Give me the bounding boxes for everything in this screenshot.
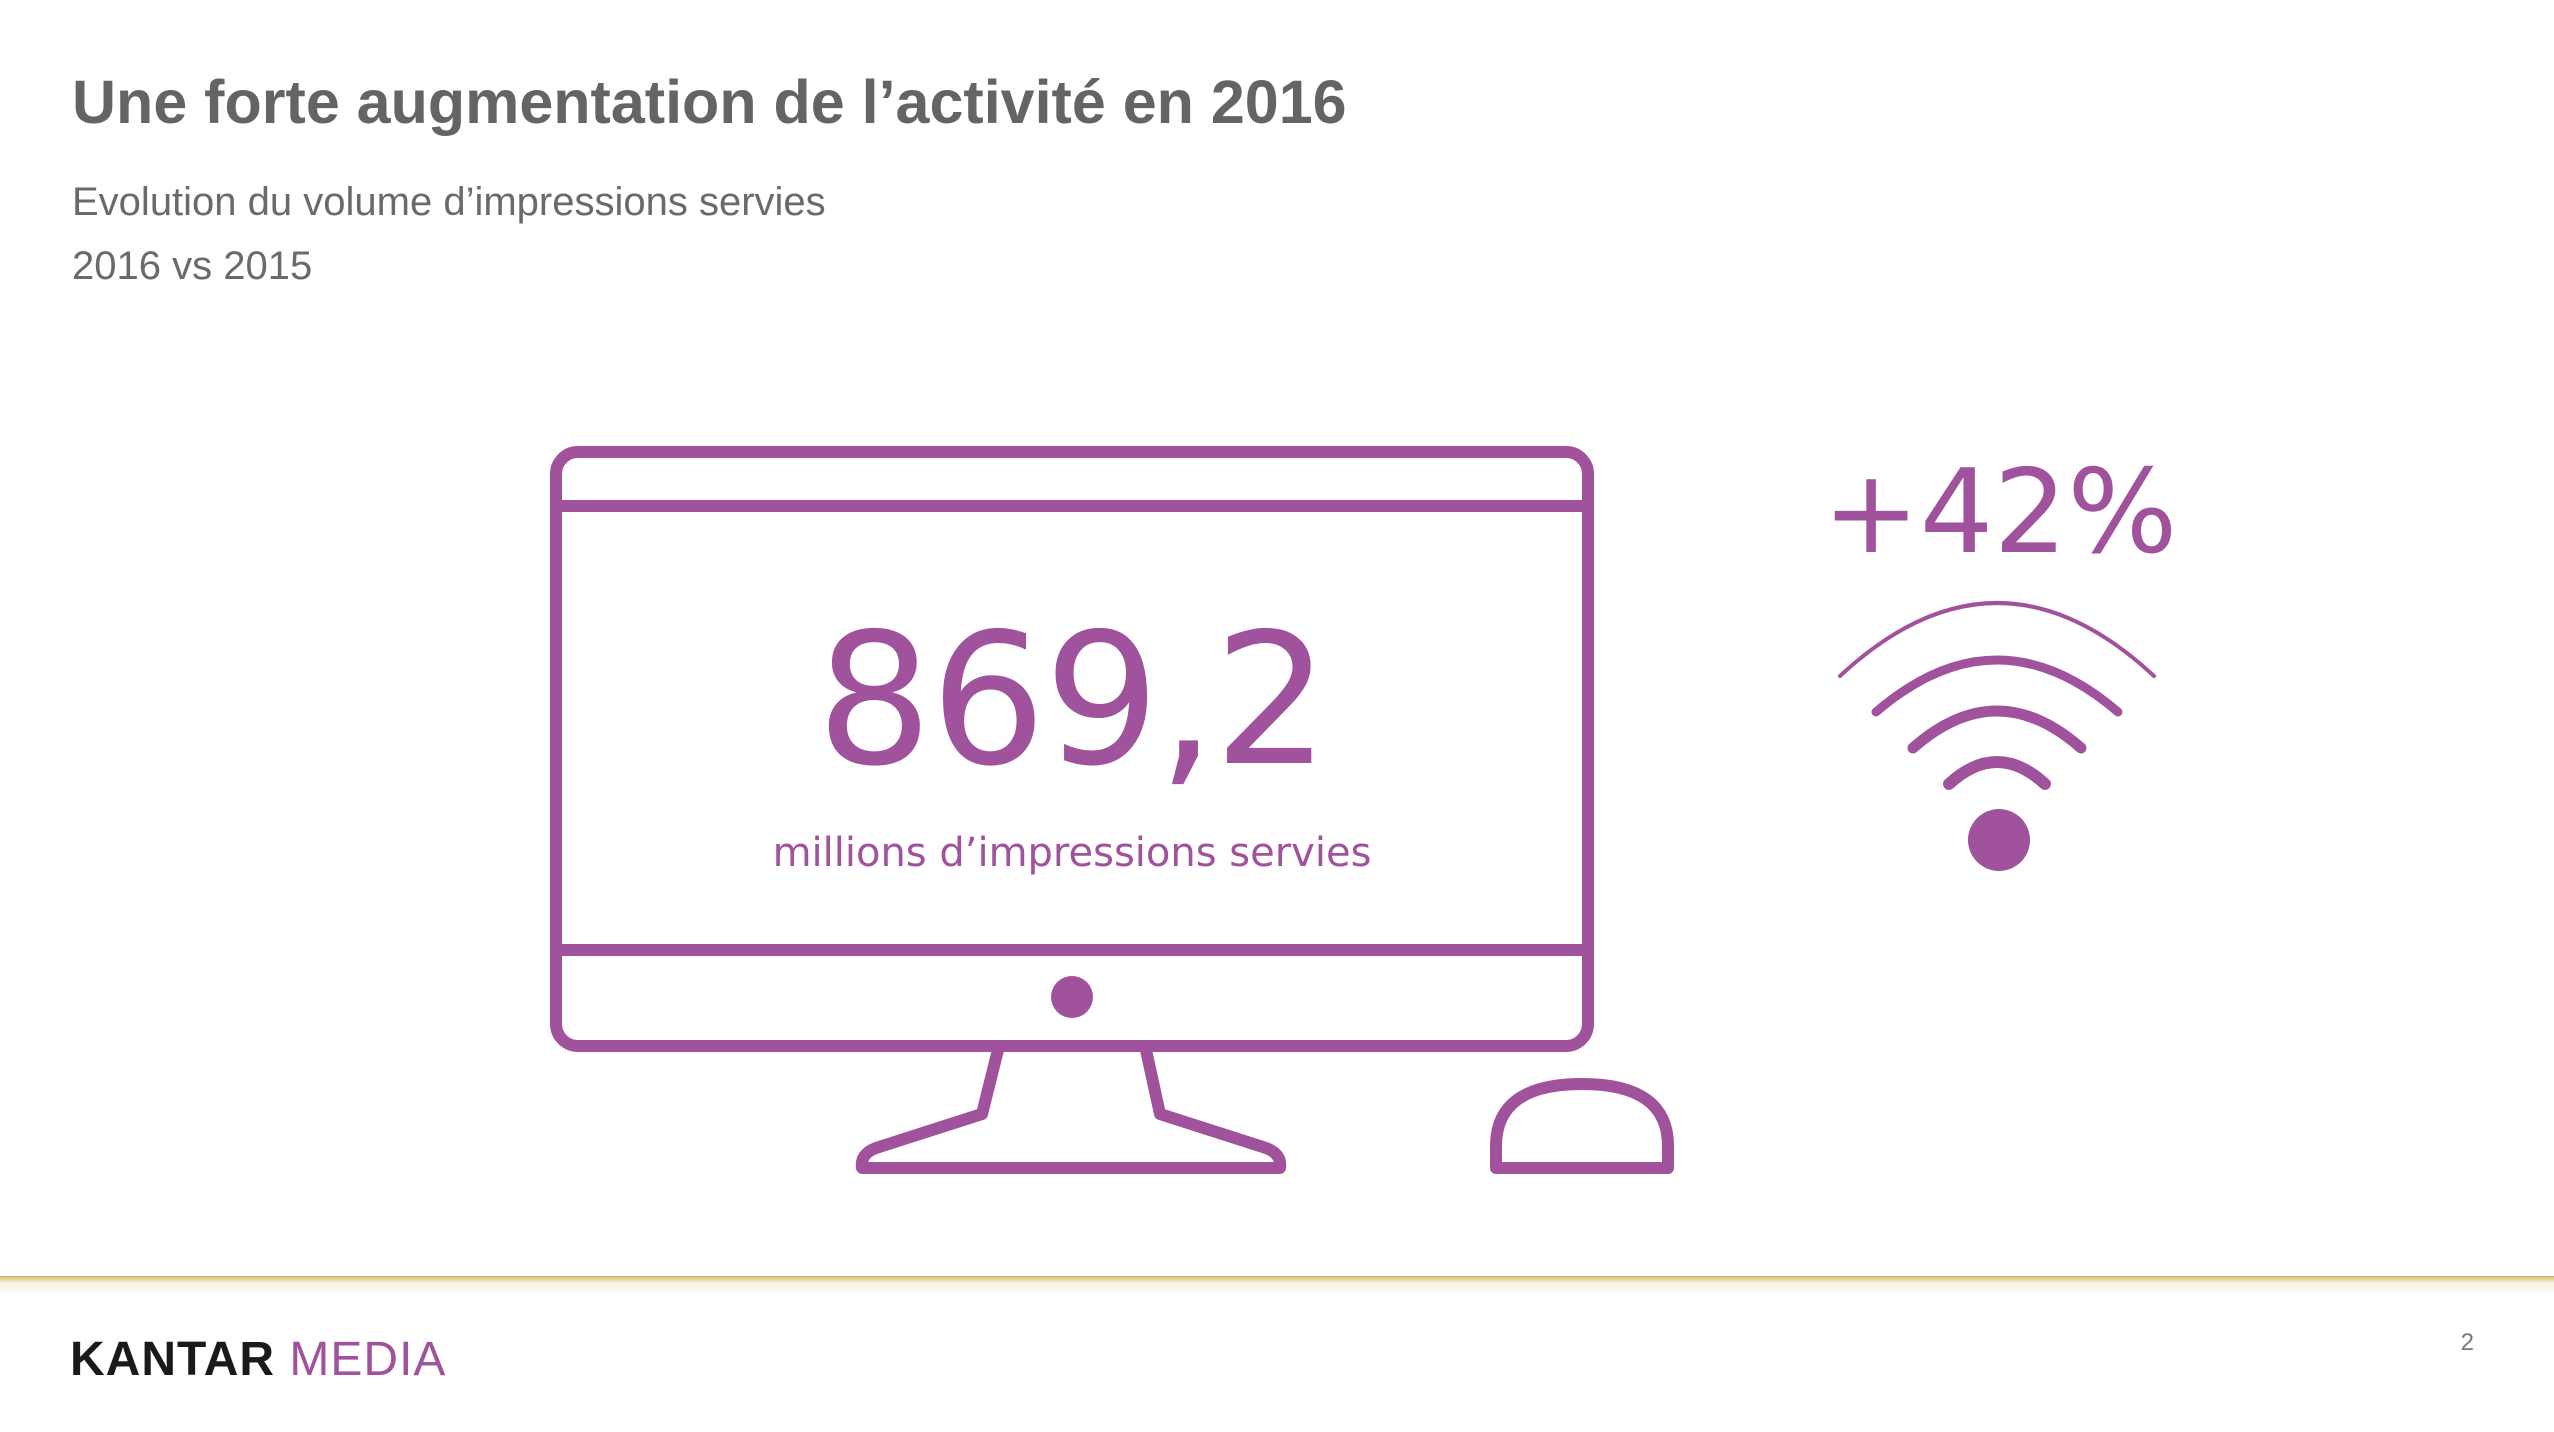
- wifi-arc-small: [1943, 756, 2051, 790]
- footer-divider: [0, 1276, 2554, 1282]
- monitor-stand: [855, 1044, 1287, 1174]
- impressions-value: 869,2: [816, 594, 1329, 806]
- slide-title: Une forte augmentation de l’activité en …: [72, 68, 1347, 136]
- kantar-media-logo: KANTAR MEDIA: [70, 1330, 446, 1390]
- wifi-arc-large: [1871, 655, 2123, 717]
- comparison-period: 2016 vs 2015: [72, 244, 313, 288]
- subtitle: Evolution du volume d’impressions servie…: [72, 180, 826, 224]
- wifi-arc-outer: [1838, 601, 2156, 678]
- growth-percentage: +42%: [1822, 445, 2178, 580]
- footer-divider-shadow: [0, 1282, 2554, 1296]
- logo-media-text: MEDIA: [289, 1333, 447, 1386]
- wifi-signal-icon: [1838, 601, 2156, 790]
- wifi-arc-medium: [1907, 705, 2087, 754]
- logo-kantar-text: KANTAR: [70, 1333, 276, 1386]
- desktop-computer-icon: [550, 446, 1674, 1174]
- wifi-dot: [1968, 809, 2030, 871]
- page-number: 2: [2460, 1329, 2474, 1356]
- impressions-caption: millions d’impressions servies: [772, 830, 1372, 876]
- monitor-frame: [550, 446, 1594, 1052]
- mouse-icon: [1490, 1078, 1674, 1174]
- power-button-icon: [1051, 976, 1093, 1018]
